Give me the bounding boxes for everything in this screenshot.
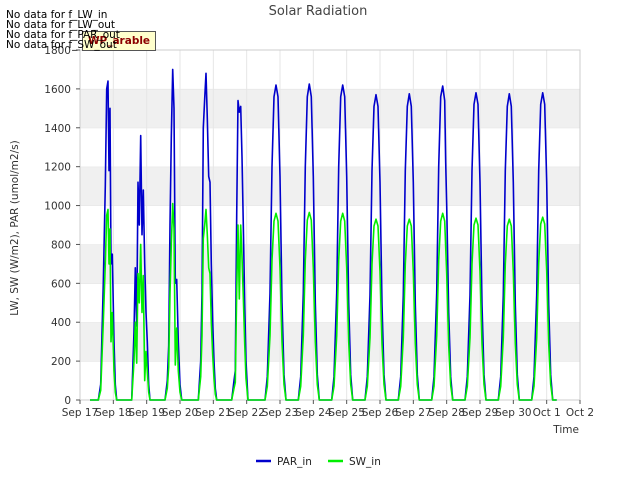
x-tick-label: Oct 2 [566, 407, 594, 419]
x-tick-label: Oct 1 [533, 407, 561, 419]
x-tick-label: Sep 23 [262, 407, 299, 419]
grid-band [80, 127, 580, 167]
x-tick-label: Sep 17 [62, 407, 99, 419]
x-tick-label: Sep 18 [95, 407, 132, 419]
x-tick-label: Sep 22 [228, 407, 265, 419]
y-tick-label: 600 [51, 278, 71, 290]
x-tick-label: Sep 20 [162, 407, 199, 419]
y-tick-label: 400 [51, 317, 71, 329]
grid-band [80, 361, 580, 400]
site-badge: WP_arable [82, 31, 156, 51]
x-tick-label: Sep 25 [328, 407, 365, 419]
y-tick-label: 1200 [44, 162, 71, 174]
x-tick-label: Sep 19 [128, 407, 165, 419]
y-tick-label: 800 [51, 239, 71, 251]
no-data-message: No data for f_LW_in [6, 9, 108, 21]
x-axis-label: Time [552, 424, 579, 436]
x-tick-label: Sep 21 [195, 407, 232, 419]
x-tick-label: Sep 24 [295, 407, 332, 419]
x-tick-label: Sep 26 [362, 407, 399, 419]
y-tick-label: 1800 [44, 45, 71, 57]
legend-sw-label: SW_in [349, 456, 381, 468]
y-tick-label: 1600 [44, 84, 71, 96]
y-tick-label: 1000 [44, 201, 71, 213]
legend: PAR_in SW_in [256, 456, 381, 468]
y-tick-label: 0 [64, 395, 71, 407]
x-tick-label: Sep 29 [462, 407, 499, 419]
no-data-message: No data for f_SW_out [6, 39, 117, 51]
grid-band [80, 205, 580, 245]
y-axis-label: LW, SW (W/m2), PAR (umol/m2/s) [9, 140, 21, 315]
y-tick-label: 1400 [44, 123, 71, 135]
x-tick-label: Sep 30 [495, 407, 532, 419]
y-axis-ticks: 0 200 400 600 800 1000 1200 1400 1600 1800 [44, 45, 80, 407]
grid-band [80, 322, 580, 362]
series-lines [90, 68, 557, 401]
grid-band [80, 50, 580, 89]
grid-band [80, 244, 580, 284]
x-tick-label: Sep 27 [395, 407, 432, 419]
grid-band [80, 283, 580, 323]
no-data-message: No data for f_LW_out [6, 19, 116, 31]
no-data-message: No data for f_PAR_out [6, 29, 120, 41]
grid-band [80, 88, 580, 128]
legend-par-label: PAR_in [277, 456, 312, 468]
y-tick-label: 200 [51, 356, 71, 368]
x-tick-label: Sep 28 [428, 407, 465, 419]
grid-band [80, 166, 580, 206]
chart-title: Solar Radiation [269, 4, 368, 19]
background-bands [79, 49, 581, 400]
series-line-sw-in [90, 202, 557, 401]
